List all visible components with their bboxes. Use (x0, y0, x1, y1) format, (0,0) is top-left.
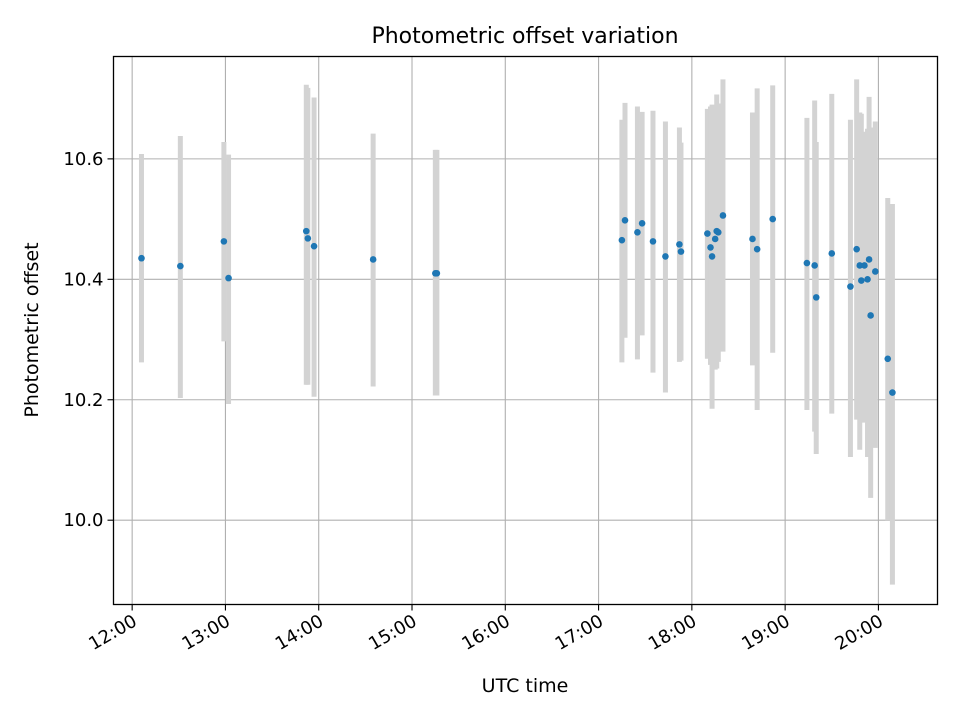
data-point (433, 269, 441, 277)
data-point (310, 242, 318, 250)
data-point (638, 220, 646, 227)
data-point (811, 262, 818, 269)
data-point (711, 235, 719, 243)
x-axis-label: UTC time (482, 675, 569, 697)
data-point (828, 250, 836, 257)
data-point (858, 277, 865, 284)
data-point (867, 312, 874, 319)
data-point (302, 227, 310, 235)
data-point (649, 238, 657, 245)
data-point (677, 248, 685, 255)
data-point (369, 256, 377, 263)
data-point (853, 245, 860, 253)
data-point (618, 236, 626, 244)
y-tick-label: 10.4 (63, 269, 103, 290)
data-point (707, 244, 714, 251)
data-point (803, 259, 811, 267)
data-point (225, 274, 232, 282)
data-point (220, 238, 228, 245)
data-point (662, 253, 669, 260)
data-point (304, 235, 312, 242)
data-point (889, 389, 896, 396)
data-point (634, 229, 641, 236)
data-point (856, 262, 864, 269)
data-point (708, 253, 716, 260)
data-point (753, 245, 761, 253)
data-point (864, 276, 871, 283)
data-point (177, 262, 184, 270)
data-point (704, 230, 711, 237)
data-point (847, 283, 854, 290)
data-point (769, 215, 776, 223)
data-points (138, 212, 896, 396)
data-point (749, 235, 756, 243)
data-point (812, 294, 820, 301)
y-tick-label: 10.2 (63, 390, 103, 411)
y-axis: 10.0 10.2 10.4 10.6 (63, 149, 114, 531)
data-point (872, 268, 879, 275)
data-point (719, 212, 727, 219)
plot-frame (112, 55, 939, 606)
data-point (861, 262, 868, 269)
data-point (138, 254, 145, 262)
data-point (676, 241, 683, 248)
y-tick-label: 10.0 (63, 510, 103, 531)
data-point (865, 256, 873, 263)
chart-title: Photometric offset variation (371, 24, 678, 49)
data-point (884, 355, 892, 363)
data-point (714, 229, 722, 236)
y-axis-label: Photometric offset (21, 242, 43, 417)
y-tick-label: 10.6 (63, 149, 103, 170)
data-point (621, 216, 629, 224)
